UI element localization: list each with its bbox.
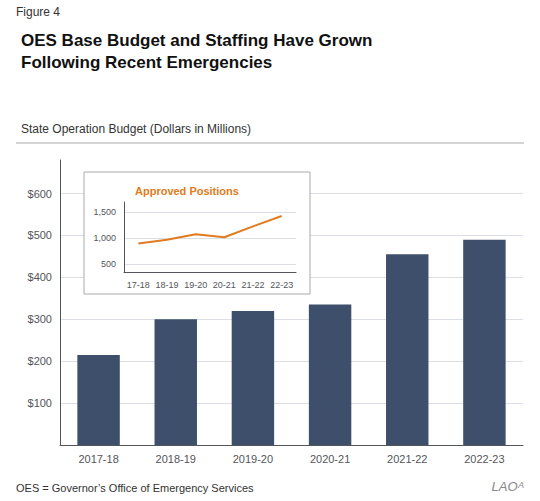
svg-text:$100: $100 [28,397,52,409]
svg-text:2018-19: 2018-19 [156,453,196,465]
svg-text:2022-23: 2022-23 [464,453,504,465]
svg-text:$300: $300 [28,313,52,325]
svg-text:22-23: 22-23 [270,280,293,290]
svg-text:$500: $500 [28,229,52,241]
svg-text:18-19: 18-19 [155,280,178,290]
svg-text:State Operation Budget (Dollar: State Operation Budget (Dollars in Milli… [21,122,251,136]
svg-text:1,500: 1,500 [93,207,116,217]
svg-text:$200: $200 [28,355,52,367]
svg-text:OES Base Budget and Staffing H: OES Base Budget and Staffing Have Grown [21,31,372,50]
svg-text:Following Recent Emergencies: Following Recent Emergencies [21,53,272,72]
svg-text:500: 500 [101,259,116,269]
svg-text:1,000: 1,000 [93,233,116,243]
svg-text:LAOᴬ: LAOᴬ [492,479,525,494]
svg-text:OES = Governor’s Office of Eme: OES = Governor’s Office of Emergency Ser… [16,482,254,494]
svg-text:19-20: 19-20 [184,280,207,290]
svg-text:2021-22: 2021-22 [387,453,427,465]
svg-text:20-21: 20-21 [213,280,236,290]
svg-text:17-18: 17-18 [127,280,150,290]
svg-text:Figure 4: Figure 4 [16,5,60,19]
svg-text:Approved Positions: Approved Positions [135,185,239,197]
svg-text:$400: $400 [28,271,52,283]
svg-text:$600: $600 [28,188,52,200]
svg-text:2019-20: 2019-20 [233,453,273,465]
svg-text:21-22: 21-22 [241,280,264,290]
svg-text:2020-21: 2020-21 [310,453,350,465]
svg-text:2017-18: 2017-18 [78,453,118,465]
